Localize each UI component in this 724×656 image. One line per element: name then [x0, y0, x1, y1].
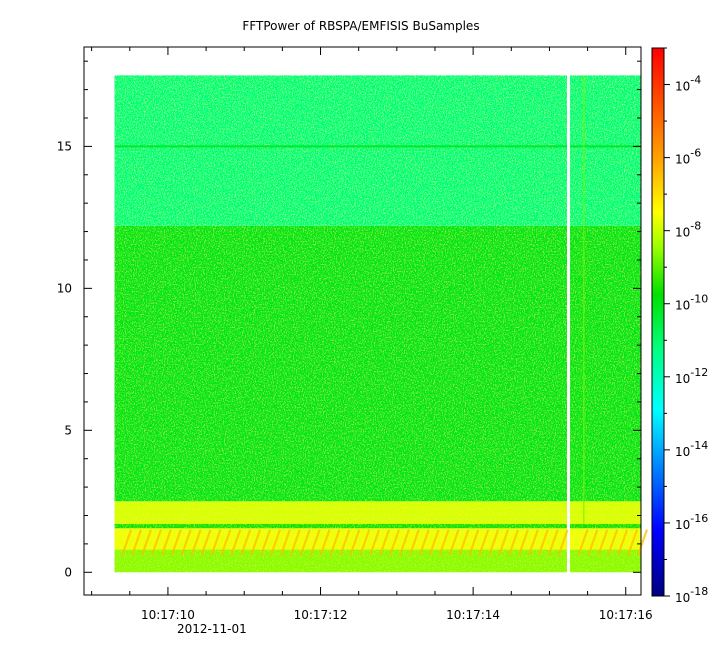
spectrogram-streak — [478, 529, 490, 556]
spectrogram-streak — [636, 529, 648, 556]
spectrogram-streak — [259, 529, 272, 556]
spectrogram-streak — [537, 529, 549, 556]
spectrogram-band — [114, 528, 567, 550]
x-axis: 10:17:10 10:17:12 10:17:14 10:17:16 — [91, 47, 653, 622]
colorbar-tick-label: 10-10 — [675, 293, 708, 313]
spectrogram-streak — [379, 529, 391, 556]
spectrogram-streak — [577, 529, 589, 556]
spectrogram-streak — [488, 529, 500, 556]
spectrogram-streak — [131, 529, 143, 556]
x-tick-label: 10:17:14 — [446, 608, 500, 622]
spectrogram-band — [114, 549, 567, 573]
colorbar-tick-label: 10-12 — [675, 366, 708, 386]
spectrogram-streak — [200, 529, 212, 556]
spectrogram-streak — [398, 529, 410, 556]
spectrogram-streak — [230, 529, 242, 556]
y-tick-label: 15 — [57, 139, 72, 153]
spectrogram-streak — [250, 529, 262, 556]
spectrogram-streak — [319, 529, 331, 556]
colorbar-tick-label: 10-8 — [675, 220, 701, 240]
spectrogram-streak — [517, 529, 529, 556]
spectrogram-streak — [180, 529, 192, 556]
spectrogram-streak — [468, 529, 480, 556]
spectrogram-streak — [547, 529, 559, 556]
spectrogram-band — [114, 225, 567, 502]
y-axis: 0 5 10 15 — [57, 60, 641, 579]
chart-title: FFTPower of RBSPA/EMFISIS BuSamples — [242, 19, 479, 33]
spectrogram-streak — [279, 529, 291, 556]
spectrogram-band — [114, 75, 567, 226]
spectrogram-streak — [220, 529, 232, 556]
spectrogram-streak — [210, 529, 222, 556]
x-tick-label: 10:17:12 — [294, 608, 348, 622]
x-tick-label: 10:17:10 — [141, 608, 195, 622]
spectrogram-streak — [617, 529, 629, 556]
spectrogram-streak — [597, 529, 609, 556]
spectrogram-streak — [299, 529, 311, 556]
y-tick-label: 10 — [57, 281, 72, 295]
plot-frame — [83, 46, 642, 596]
y-tick-label: 5 — [64, 423, 72, 437]
spectrogram-streak — [289, 529, 301, 556]
spectrogram-streak — [408, 529, 420, 556]
spectrogram-streak — [388, 529, 401, 556]
spectrogram-band — [570, 225, 641, 502]
spectrogram-band — [570, 549, 641, 573]
spectrogram-streak — [269, 529, 281, 556]
colorbar: 10-18 10-16 10-14 10-12 10-10 10-8 10-6 10-4 — [651, 47, 708, 605]
spectrogram-streak — [626, 529, 639, 556]
y-tick-label: 0 — [64, 565, 72, 579]
spectrogram-streak — [329, 529, 341, 556]
spectrogram-streak — [359, 529, 371, 556]
spectrogram-streak — [438, 529, 450, 556]
spectrogram-band — [570, 524, 641, 529]
x-tick-label: 10:17:16 — [599, 608, 653, 622]
spectrogram-streak — [557, 529, 569, 556]
spectrogram-streak — [339, 529, 351, 556]
spectrogram-streak — [369, 529, 381, 556]
spectrogram-streak — [160, 529, 172, 556]
spectrogram-streak — [587, 529, 599, 556]
spectrogram-streak — [418, 529, 430, 556]
colorbar-tick-label: 10-16 — [675, 512, 708, 532]
spectrogram-band — [114, 524, 567, 529]
spectrogram-band — [570, 75, 641, 226]
spectrogram-band — [570, 501, 641, 525]
spectrogram-streak — [448, 529, 460, 556]
spectrogram-streak — [458, 529, 470, 556]
spectrogram-band — [570, 528, 641, 550]
spectrogram-streak — [121, 529, 133, 556]
spectrogram-streak — [507, 529, 520, 556]
spectrogram-streak — [527, 529, 539, 556]
spectrogram-streak — [349, 529, 361, 556]
colorbar-tick-label: 10-4 — [675, 74, 701, 94]
spectrogram-streak — [140, 529, 153, 556]
spectrogram-streak — [607, 529, 619, 556]
plot-area — [114, 75, 648, 573]
spectrogram-streak — [150, 529, 162, 556]
spectrogram-streak — [309, 529, 321, 556]
spectrogram-streak — [190, 529, 202, 556]
spectrogram-streak — [498, 529, 510, 556]
colorbar-tick-label: 10-6 — [675, 147, 701, 167]
spectrogram-streak — [170, 529, 182, 556]
spectrogram-streak — [428, 529, 440, 556]
spectrogram-band — [114, 501, 567, 525]
colorbar-gradient — [651, 47, 665, 597]
x-axis-date-label: 2012-11-01 — [177, 622, 247, 636]
colorbar-tick-label: 10-18 — [675, 585, 708, 605]
colorbar-tick-label: 10-14 — [675, 439, 708, 459]
spectrogram-streak — [240, 529, 252, 556]
